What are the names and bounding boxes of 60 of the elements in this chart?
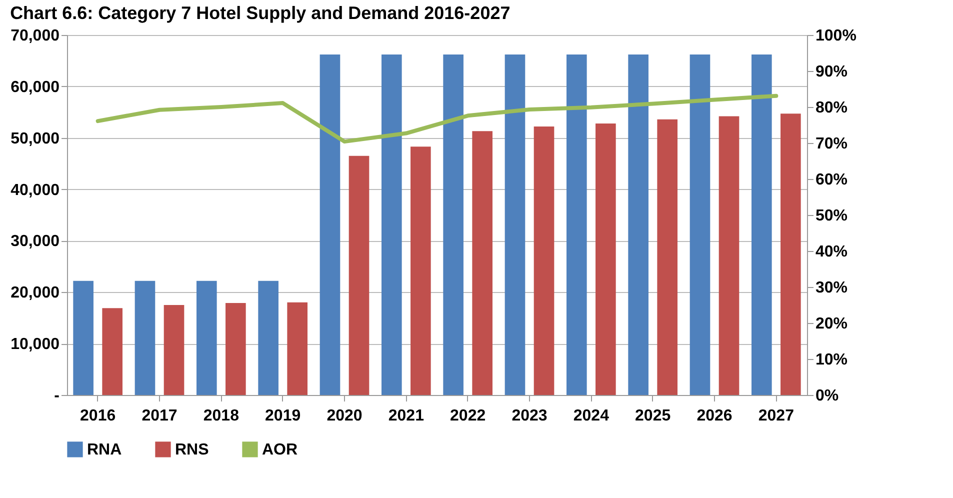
line-series [96, 94, 778, 144]
bar [596, 123, 616, 395]
bar [504, 54, 526, 395]
x-tick-label: 2026 [696, 408, 732, 424]
legend-label: RNS [175, 441, 210, 458]
bar [752, 54, 772, 395]
y2-tick-label: 70% [816, 136, 848, 152]
x-tick-label: 2020 [326, 408, 362, 424]
y2-tick-label: 40% [816, 244, 848, 260]
bar [410, 146, 431, 395]
bar [73, 280, 94, 395]
y2-tick-label: 0% [816, 388, 839, 404]
y-tick-label: 10,000 [10, 336, 60, 354]
y-tick-label: 70,000 [10, 28, 60, 44]
bar [657, 119, 678, 395]
bar [780, 114, 801, 395]
x-tick-label: 2016 [80, 408, 116, 424]
bar [472, 131, 492, 395]
bar [134, 280, 156, 395]
x-tick-label: 2018 [203, 408, 240, 424]
bar [348, 156, 370, 395]
y2-tick-label: 10% [816, 352, 848, 368]
bar [226, 302, 246, 395]
bar [566, 54, 587, 395]
bar [320, 54, 340, 395]
y2-tick-label: 80% [816, 100, 848, 116]
y2-tick-label: 100% [816, 28, 856, 44]
y2-tick-label: 60% [816, 172, 848, 188]
bar [258, 280, 278, 395]
y2-tick-label: 50% [816, 208, 848, 224]
y-tick-label: 40,000 [10, 182, 60, 199]
bar [690, 54, 710, 395]
legend-label: AOR [262, 441, 298, 458]
x-tick-label: 2025 [635, 408, 671, 424]
y-tick-label: 30,000 [10, 233, 60, 250]
x-tick-label: 2019 [265, 408, 301, 424]
chart-title: Chart 6.6: Category 7 Hotel Supply and Demand 2016-2027 [10, 3, 510, 23]
x-tick-label: 2024 [573, 408, 610, 424]
bar [628, 54, 648, 395]
y-tick-label: 60,000 [10, 78, 60, 96]
bar [196, 280, 217, 395]
y2-tick-label: 90% [816, 64, 848, 80]
bar [443, 54, 464, 395]
x-tick-label: 2021 [388, 408, 424, 424]
legend-label: RNA [87, 441, 122, 458]
bar [102, 308, 122, 395]
bar [287, 302, 308, 395]
x-tick-label: 2027 [758, 408, 794, 424]
y-tick-label: 20,000 [10, 284, 60, 302]
bar [534, 126, 554, 395]
y-tick-label: - [54, 388, 60, 404]
x-tick-label: 2022 [450, 408, 486, 424]
y-tick-label: 50,000 [10, 130, 60, 148]
x-tick-label: 2017 [142, 408, 178, 424]
x-tick-label: 2023 [512, 408, 548, 424]
bar [718, 116, 740, 395]
bar [164, 305, 184, 395]
y2-tick-label: 20% [816, 316, 848, 332]
y2-tick-label: 30% [816, 280, 848, 296]
bar [382, 54, 402, 395]
